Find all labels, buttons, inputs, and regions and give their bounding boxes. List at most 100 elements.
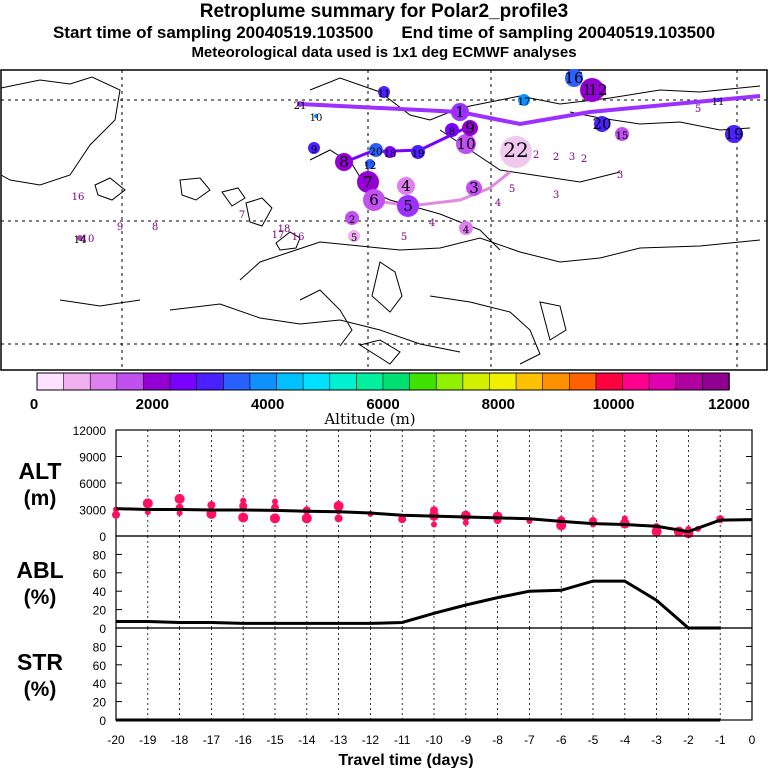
plume-marker-label: 4 [463,225,469,236]
plume-marker-label: 21 [294,101,307,112]
panel-xtick-label: -20 [107,733,125,747]
colorbar-swatch [169,372,198,391]
alt-scatter-point [270,513,280,524]
plume-marker [365,159,375,169]
colorbar-swatch [409,372,438,391]
panel-xtick-label: -16 [235,733,253,747]
map-graticule [1,70,767,370]
colorbar-tick-label: 4000 [251,396,284,413]
plume-marker [615,127,629,141]
panel-ytick-label: 0 [99,714,106,728]
plume-marker-label: 10 [456,135,475,153]
colorbar-swatch [382,372,411,391]
met-data-label: Meteorological data used is 1x1 deg ECMW… [191,44,577,61]
alt-scatter-point [301,513,312,524]
panel-ytick-label: 60 [93,659,107,673]
panel-xtick-label: -6 [556,733,567,747]
plume-marker [725,125,743,143]
panel-ylabel-unit: (%) [24,678,57,701]
colorbar-swatch [249,372,278,391]
panel-ylabel-unit: (%) [24,586,57,609]
plume-marker-label: 8 [449,127,455,138]
plume-marker [456,134,476,154]
plume-marker-label: 11 [712,97,725,108]
alt-scatter-point [430,506,438,515]
panel-xtick-label: -7 [524,733,535,747]
panel-xlabel: Travel time (days) [338,752,473,768]
plume-marker-label: 19 [412,149,425,160]
plume-small-label: 5 [695,104,701,115]
plume-marker-label: 11 [378,89,391,100]
alt-scatter-point [462,519,469,526]
alt-scatter-point [239,501,248,510]
colorbar-swatch [675,372,704,391]
time-series-panels: 030006000900012000ALT(m)020406080ABL(%)0… [16,424,755,768]
plume-marker-label: 4 [401,177,411,195]
plume-marker-label: 6 [369,191,379,209]
colorbar-tick-label: 10000 [593,396,635,413]
plume-marker-label: 12 [588,81,607,99]
panel-series-line [116,579,721,630]
alt-scatter-point [334,514,343,523]
plume-marker [378,86,390,98]
plume-small-label: 10 [82,234,95,245]
panel-xtick-label: -11 [394,733,411,747]
panel-xtick-label: -1 [715,733,726,747]
plume-marker [445,123,459,137]
colorbar-swatch [143,372,171,391]
track-low [369,170,511,208]
panel-xtick-label: -5 [588,733,599,747]
panel-ytick-label: 40 [93,677,107,691]
panel-xtick-label: -9 [460,733,471,747]
colorbar-swatch [435,372,464,391]
plume-marker-label: 5 [351,233,357,244]
colorbar-swatch [462,372,491,391]
colorbar-swatch [116,372,145,391]
plume-marker-label: 20 [592,115,611,133]
colorbar-swatch [542,372,571,391]
plume-marker-label: 8 [339,153,349,171]
panel-ytick-label: 0 [99,530,106,544]
colorbar-swatch [702,372,730,391]
plume-marker-label: 2 [349,215,355,226]
panel-ylabel: ABL [16,557,63,583]
colorbar-frame [36,372,730,391]
plume-marker [565,69,583,87]
panel-ytick-label: 20 [93,696,107,710]
colorbar-tick-label: 6000 [366,396,399,413]
alt-scatter-point [142,498,153,509]
colorbar-swatch [356,372,384,391]
panel-ytick-label: 9000 [79,451,106,465]
plume-small-label: 7 [239,210,245,221]
plume-marker [459,221,473,235]
plume-small-label: 17 [272,230,285,241]
retroplume-map: 2221201918171615141312111098765432119201… [0,69,768,371]
panel-xtick-label: -18 [171,733,189,747]
colorbar-swatch [648,372,677,391]
colorbar-swatch [515,372,544,391]
panel-ytick-label: 12000 [73,424,107,438]
plume-small-label: 2 [553,152,559,163]
start-time-label: Start time of sampling 20040519.103500 [52,23,374,42]
plume-marker [369,143,383,157]
panel-xtick-label: 0 [749,733,756,747]
map-frame [0,69,768,371]
end-time-label: End time of sampling 20040519.103500 [401,23,716,42]
plume-marker [590,82,606,98]
colorbar-tick-labels: 0 2000 4000 6000 8000 10000 12000 [30,396,750,413]
plume-marker-label: 15 [616,131,629,142]
colorbar-tick-label: 8000 [482,396,515,413]
panel-ytick-label: 80 [93,548,107,562]
panel-ytick-label: 40 [93,585,107,599]
plume-marker [397,195,419,217]
panel-xtick-label: -15 [266,733,284,747]
alt-scatter-point [398,515,407,524]
colorbar-swatch [223,372,251,391]
alt-scatter-point [651,526,662,537]
plume-marker-label: 16 [564,69,583,87]
panel-ytick-label: 6000 [79,477,106,491]
panel-xtick-label: -19 [139,733,157,747]
plume-marker [357,171,379,193]
plume-small-label: 9 [117,222,123,233]
